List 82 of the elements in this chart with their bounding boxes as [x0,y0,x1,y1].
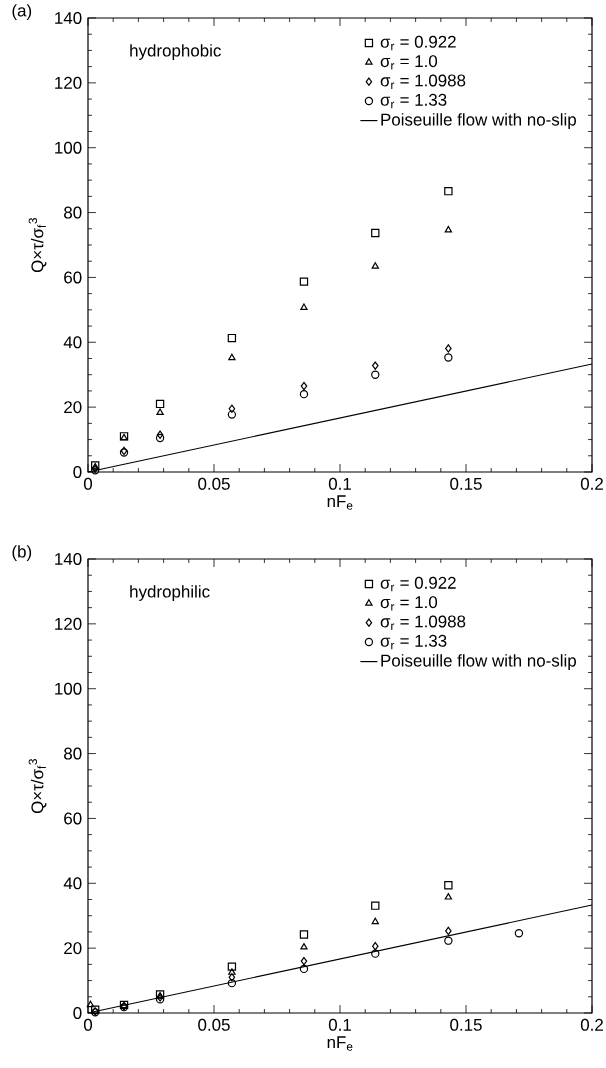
point [156,430,164,439]
point [155,399,165,409]
y-tick-label: 80 [64,747,82,760]
legend-label: σ$_{r}$ = 1.0988 [380,615,466,630]
y-tick-label: 0 [73,1007,82,1019]
y-tick-label: 20 [64,942,82,955]
x-tick-label: 0.1 [328,477,351,490]
legend-label: σ$_{r}$ = 1.33 [380,634,447,650]
chart-title: (a) [12,4,32,20]
point [444,893,453,900]
point [445,926,452,936]
point [86,1000,95,1008]
x-tick-label: 0.2 [580,477,603,490]
y-axis-title: Q×τ/σ$_{f}$3 [28,218,47,273]
y-tick-label: 40 [63,336,82,349]
point [371,228,380,238]
point [227,978,237,988]
y-tick-label: 60 [64,271,82,284]
point [444,225,453,233]
y-tick-label: 40 [63,877,82,890]
y-tick-label: 20 [64,401,82,414]
point [228,973,236,982]
point [227,333,237,343]
x-tick-label: 0.05 [198,477,230,490]
x-tick-label: 0 [83,1018,93,1031]
y-tick-label: 60 [64,812,82,825]
point [227,962,237,971]
point [444,186,453,196]
point [444,881,453,890]
y-tick-label: 120 [55,617,82,630]
y-tick-label: 80 [64,206,82,219]
x-tick-label: 0.05 [198,1018,230,1031]
y-tick-label: 140 [55,11,82,24]
point [228,968,236,975]
y-tick-label: 100 [55,682,82,695]
legend-label: σ$_{r}$ = 0.922 [380,576,456,592]
point [444,353,453,362]
point [228,353,236,361]
legend-label: σ$_{r}$ = 1.0988 [380,74,466,89]
x-tick-label: 0 [83,477,93,490]
point [371,262,379,269]
point [300,956,308,966]
point [299,389,309,399]
x-tick-label: 0.15 [450,477,482,490]
y-tick-label: 0 [73,465,82,478]
legend-label: Poiseuille flow with no-slip [381,113,576,129]
x-axis-title: nF$_{e}$ [327,495,353,510]
x-tick-label: 0.2 [580,1018,603,1031]
point [445,344,452,353]
chart-title: (b) [12,545,32,561]
x-tick-label: 0.15 [450,1018,482,1031]
legend-label: Poiseuille flow with no-slip [381,654,576,670]
point [299,964,309,974]
point [155,433,165,443]
point [371,949,380,958]
point [444,936,453,945]
point [371,361,379,370]
legend-label: σ$_{r}$ = 1.0 [380,596,438,611]
x-tick-label: 0.1 [328,1018,351,1031]
point [371,901,380,910]
point [300,303,308,310]
point [228,404,236,413]
y-axis-title: Q×τ/σ$_{f}$3 [28,759,47,814]
annotation: hydrophilic [130,585,210,601]
annotation: hydrophobic [130,44,221,60]
y-tick-label: 100 [55,141,82,154]
x-axis-title: nF$_{e}$ [327,1036,353,1051]
point [227,410,237,419]
point [156,408,164,416]
legend-label: σ$_{r}$ = 1.33 [380,93,447,109]
point [300,381,308,391]
point [514,929,524,938]
y-tick-label: 140 [55,553,82,565]
point [371,370,380,379]
point [300,942,308,950]
point [299,930,309,939]
legend-label: σ$_{r}$ = 0.922 [380,35,456,51]
point [371,917,379,925]
legend-label: σ$_{r}$ = 1.0 [380,55,438,70]
y-tick-label: 120 [55,76,82,89]
point [371,942,379,951]
point [299,277,309,286]
